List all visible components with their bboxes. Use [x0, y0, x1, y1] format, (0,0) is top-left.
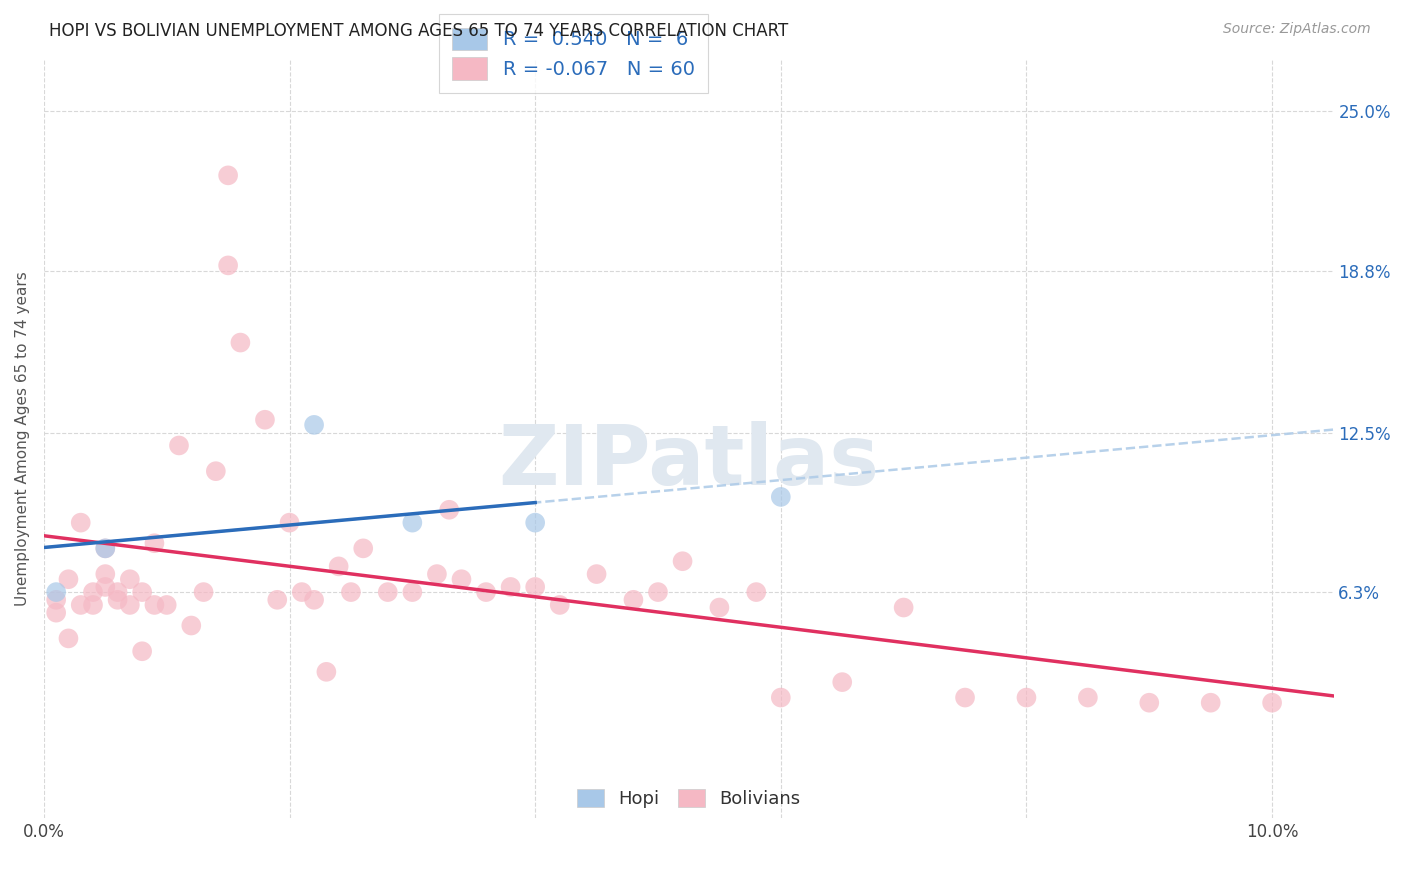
Y-axis label: Unemployment Among Ages 65 to 74 years: Unemployment Among Ages 65 to 74 years	[15, 272, 30, 607]
Text: Source: ZipAtlas.com: Source: ZipAtlas.com	[1223, 22, 1371, 37]
Point	[94, 541, 117, 556]
Point	[118, 598, 141, 612]
Point	[1261, 696, 1284, 710]
Point	[167, 438, 190, 452]
Point	[143, 536, 166, 550]
Point	[328, 559, 350, 574]
Point	[217, 169, 239, 183]
Point	[671, 554, 693, 568]
Point	[82, 585, 104, 599]
Point	[524, 516, 547, 530]
Point	[647, 585, 669, 599]
Point	[315, 665, 337, 679]
Point	[131, 585, 153, 599]
Point	[131, 644, 153, 658]
Point	[585, 567, 607, 582]
Point	[709, 600, 731, 615]
Point	[94, 567, 117, 582]
Point	[69, 598, 91, 612]
Point	[548, 598, 571, 612]
Legend: Hopi, Bolivians: Hopi, Bolivians	[568, 780, 810, 817]
Point	[745, 585, 768, 599]
Point	[769, 490, 792, 504]
Point	[291, 585, 314, 599]
Point	[278, 516, 301, 530]
Point	[831, 675, 853, 690]
Text: HOPI VS BOLIVIAN UNEMPLOYMENT AMONG AGES 65 TO 74 YEARS CORRELATION CHART: HOPI VS BOLIVIAN UNEMPLOYMENT AMONG AGES…	[49, 22, 789, 40]
Point	[401, 516, 423, 530]
Point	[377, 585, 399, 599]
Point	[302, 417, 325, 432]
Point	[340, 585, 363, 599]
Point	[45, 606, 67, 620]
Point	[1199, 696, 1222, 710]
Point	[1137, 696, 1160, 710]
Point	[524, 580, 547, 594]
Point	[499, 580, 522, 594]
Point	[450, 572, 472, 586]
Point	[193, 585, 215, 599]
Point	[623, 592, 645, 607]
Point	[69, 516, 91, 530]
Text: ZIPatlas: ZIPatlas	[498, 421, 879, 502]
Point	[118, 572, 141, 586]
Point	[475, 585, 498, 599]
Point	[266, 592, 288, 607]
Point	[352, 541, 374, 556]
Point	[45, 592, 67, 607]
Point	[953, 690, 976, 705]
Point	[82, 598, 104, 612]
Point	[205, 464, 228, 478]
Point	[437, 502, 460, 516]
Point	[180, 618, 202, 632]
Point	[769, 690, 792, 705]
Point	[426, 567, 449, 582]
Point	[893, 600, 915, 615]
Point	[229, 335, 252, 350]
Point	[107, 592, 129, 607]
Point	[45, 585, 67, 599]
Point	[401, 585, 423, 599]
Point	[94, 541, 117, 556]
Point	[253, 413, 276, 427]
Point	[107, 585, 129, 599]
Point	[143, 598, 166, 612]
Point	[58, 632, 80, 646]
Point	[217, 259, 239, 273]
Point	[94, 580, 117, 594]
Point	[1077, 690, 1099, 705]
Point	[58, 572, 80, 586]
Point	[156, 598, 179, 612]
Point	[302, 592, 325, 607]
Point	[1015, 690, 1038, 705]
